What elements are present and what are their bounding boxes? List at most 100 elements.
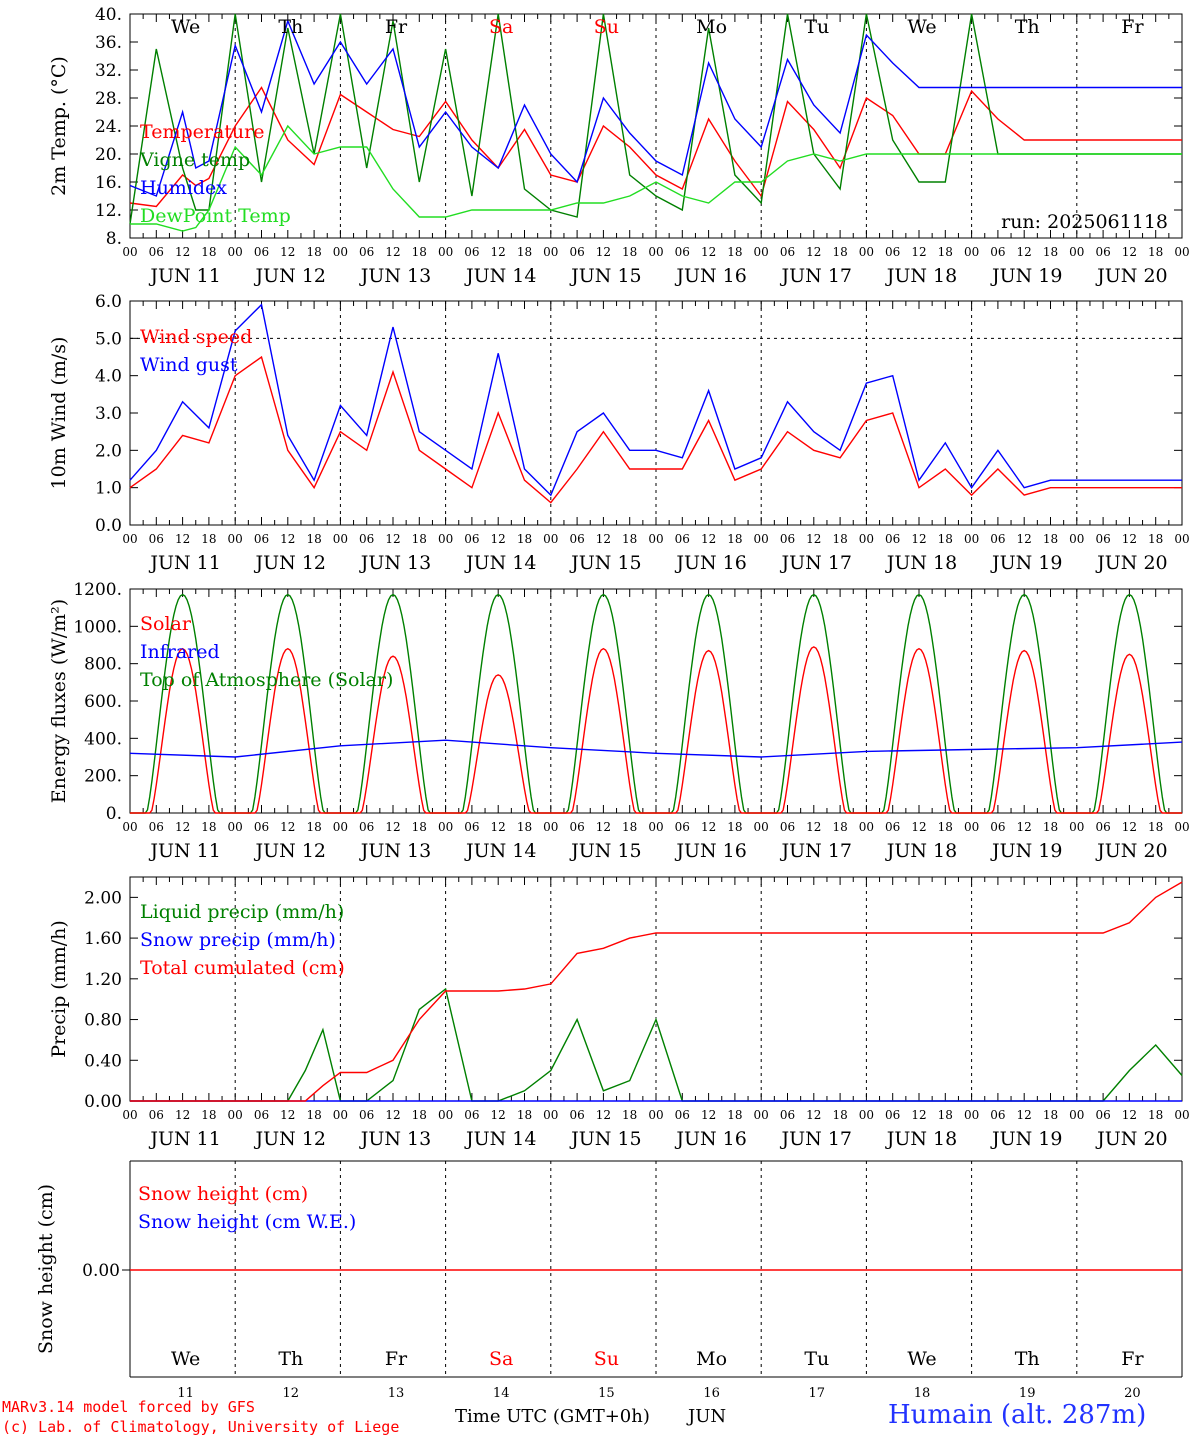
legend-entry: Solar bbox=[140, 613, 192, 635]
date-label: JUN 18 bbox=[885, 1128, 957, 1150]
date-label: JUN 14 bbox=[464, 1128, 536, 1150]
hour-tick-label: 18 bbox=[1043, 532, 1058, 546]
hour-tick-label: 12 bbox=[1122, 820, 1137, 834]
y-tick-label: 28. bbox=[95, 89, 122, 109]
hour-tick-label: 00 bbox=[543, 532, 558, 546]
hour-tick-label: 18 bbox=[517, 532, 532, 546]
y-tick-label: 600. bbox=[84, 692, 122, 712]
hour-tick-label: 18 bbox=[1148, 532, 1163, 546]
date-label: JUN 13 bbox=[359, 552, 431, 574]
hour-tick-label: 12 bbox=[701, 245, 716, 259]
hour-tick-label: 18 bbox=[201, 820, 216, 834]
date-label: JUN 15 bbox=[569, 840, 641, 862]
date-label: JUN 19 bbox=[990, 1128, 1062, 1150]
legend-entry: Top of Atmosphere (Solar) bbox=[140, 669, 393, 691]
hour-tick-label: 00 bbox=[122, 532, 137, 546]
y-axis-label: 10m Wind (m/s) bbox=[48, 337, 70, 490]
date-label: JUN 16 bbox=[674, 552, 746, 574]
y-tick-label: 0.80 bbox=[84, 1011, 122, 1031]
hour-tick-label: 12 bbox=[491, 532, 506, 546]
y-tick-label: 1.20 bbox=[84, 970, 122, 990]
hour-tick-label: 00 bbox=[754, 1108, 769, 1122]
day-label: We bbox=[907, 1348, 936, 1370]
month-label: JUN bbox=[688, 1406, 727, 1427]
hour-tick-label: 12 bbox=[1017, 532, 1032, 546]
y-tick-label: 0. bbox=[106, 804, 122, 824]
model-credit: MARv3.14 model forced by GFS bbox=[2, 1398, 255, 1416]
hour-tick-label: 12 bbox=[1017, 1108, 1032, 1122]
hour-tick-label: 00 bbox=[1069, 245, 1084, 259]
time-axis-label: Time UTC (GMT+0h) bbox=[455, 1406, 650, 1427]
hour-tick-label: 12 bbox=[911, 245, 926, 259]
hour-tick-label: 06 bbox=[990, 820, 1005, 834]
date-label: JUN 17 bbox=[780, 840, 852, 862]
hour-tick-label: 12 bbox=[385, 1108, 400, 1122]
hour-tick-label: 12 bbox=[911, 1108, 926, 1122]
day-number: 13 bbox=[388, 1386, 405, 1401]
day-number: 16 bbox=[703, 1386, 720, 1401]
date-label: JUN 17 bbox=[780, 1128, 852, 1150]
day-number: 20 bbox=[1124, 1386, 1141, 1401]
y-tick-label: 800. bbox=[84, 655, 122, 675]
hour-tick-label: 06 bbox=[990, 245, 1005, 259]
y-tick-label: 40. bbox=[95, 5, 122, 25]
hour-tick-label: 18 bbox=[938, 245, 953, 259]
day-label: Fr bbox=[385, 1348, 408, 1370]
hour-tick-label: 00 bbox=[648, 532, 663, 546]
hour-tick-label: 12 bbox=[1122, 245, 1137, 259]
hour-tick-label: 18 bbox=[832, 245, 847, 259]
hour-tick-label: 12 bbox=[806, 245, 821, 259]
hour-tick-label: 18 bbox=[306, 820, 321, 834]
hour-tick-label: 18 bbox=[727, 532, 742, 546]
day-label: Sa bbox=[489, 1348, 513, 1370]
legend-entry: Vigne temp bbox=[139, 149, 250, 171]
hour-tick-label: 18 bbox=[1148, 1108, 1163, 1122]
hour-tick-label: 06 bbox=[780, 820, 795, 834]
hour-tick-label: 00 bbox=[122, 245, 137, 259]
hour-tick-label: 12 bbox=[280, 1108, 295, 1122]
hour-tick-label: 00 bbox=[1174, 245, 1189, 259]
day-label: Th bbox=[278, 1348, 303, 1370]
hour-tick-label: 18 bbox=[622, 1108, 637, 1122]
y-tick-label: 16. bbox=[95, 173, 122, 193]
date-label: JUN 15 bbox=[569, 265, 641, 287]
y-tick-label: 0.00 bbox=[84, 1092, 122, 1112]
infrared-line bbox=[129, 739, 1183, 758]
date-label: JUN 19 bbox=[990, 552, 1062, 574]
hour-tick-label: 12 bbox=[596, 1108, 611, 1122]
hour-tick-label: 06 bbox=[464, 1108, 479, 1122]
y-tick-label: 4.0 bbox=[95, 367, 122, 387]
y-tick-label: 32. bbox=[95, 61, 122, 81]
hour-tick-label: 18 bbox=[727, 245, 742, 259]
hour-tick-label: 12 bbox=[596, 532, 611, 546]
hour-tick-label: 00 bbox=[333, 820, 348, 834]
date-label: JUN 20 bbox=[1095, 840, 1167, 862]
temp-series-line bbox=[129, 18, 1182, 197]
hour-tick-label: 06 bbox=[990, 532, 1005, 546]
hour-tick-label: 06 bbox=[569, 1108, 584, 1122]
hour-tick-label: 06 bbox=[1095, 820, 1110, 834]
hour-tick-label: 00 bbox=[438, 245, 453, 259]
hour-tick-label: 06 bbox=[1095, 532, 1110, 546]
hour-tick-label: 12 bbox=[911, 532, 926, 546]
day-label: Th bbox=[1015, 16, 1040, 38]
hour-tick-label: 06 bbox=[569, 245, 584, 259]
day-label: Su bbox=[594, 1348, 619, 1370]
date-label: JUN 20 bbox=[1095, 1128, 1167, 1150]
hour-tick-label: 00 bbox=[333, 1108, 348, 1122]
hour-tick-label: 06 bbox=[1095, 1108, 1110, 1122]
date-label: JUN 12 bbox=[254, 1128, 326, 1150]
day-number: 17 bbox=[809, 1386, 826, 1401]
hour-tick-label: 18 bbox=[306, 1108, 321, 1122]
hour-tick-label: 00 bbox=[1174, 820, 1189, 834]
run-annotation: run: 2025061118 bbox=[1001, 211, 1168, 233]
hour-tick-label: 00 bbox=[859, 820, 874, 834]
hour-tick-label: 18 bbox=[201, 245, 216, 259]
day-number: 14 bbox=[493, 1386, 510, 1401]
hour-tick-label: 18 bbox=[727, 820, 742, 834]
hour-tick-label: 06 bbox=[149, 532, 164, 546]
hour-tick-label: 00 bbox=[1174, 532, 1189, 546]
date-label: JUN 12 bbox=[254, 552, 326, 574]
temp-series-line bbox=[130, 124, 1182, 232]
